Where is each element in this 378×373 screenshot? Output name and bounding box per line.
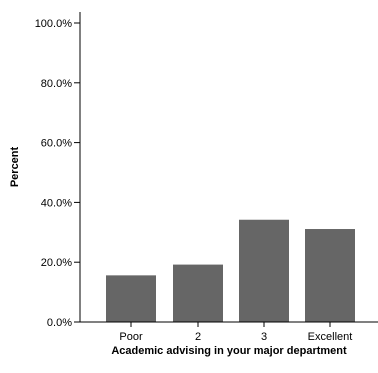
bar-poor — [106, 275, 156, 322]
x-ticks-group: Poor 2 3 Excellent — [119, 322, 352, 343]
x-tick-label: 2 — [195, 331, 201, 343]
y-tick-label: 100.0% — [35, 18, 73, 30]
y-tick-label: 80.0% — [41, 78, 72, 90]
bar-excellent — [305, 229, 355, 322]
y-ticks-group: 0.0% 20.0% 40.0% 60.0% 80.0% 100.0% — [35, 18, 80, 329]
bar-2 — [173, 264, 223, 322]
bars-group — [106, 219, 355, 322]
x-tick-label: Excellent — [308, 331, 353, 343]
x-tick-label: 3 — [261, 331, 267, 343]
y-tick-label: 40.0% — [41, 197, 72, 209]
x-axis-title: Academic advising in your major departme… — [111, 345, 347, 357]
bar-3 — [239, 219, 289, 322]
y-axis-title: Percent — [9, 146, 21, 187]
x-tick-label: Poor — [119, 331, 143, 343]
y-tick-label: 0.0% — [47, 317, 72, 329]
y-tick-label: 20.0% — [41, 257, 72, 269]
y-tick-label: 60.0% — [41, 138, 72, 150]
